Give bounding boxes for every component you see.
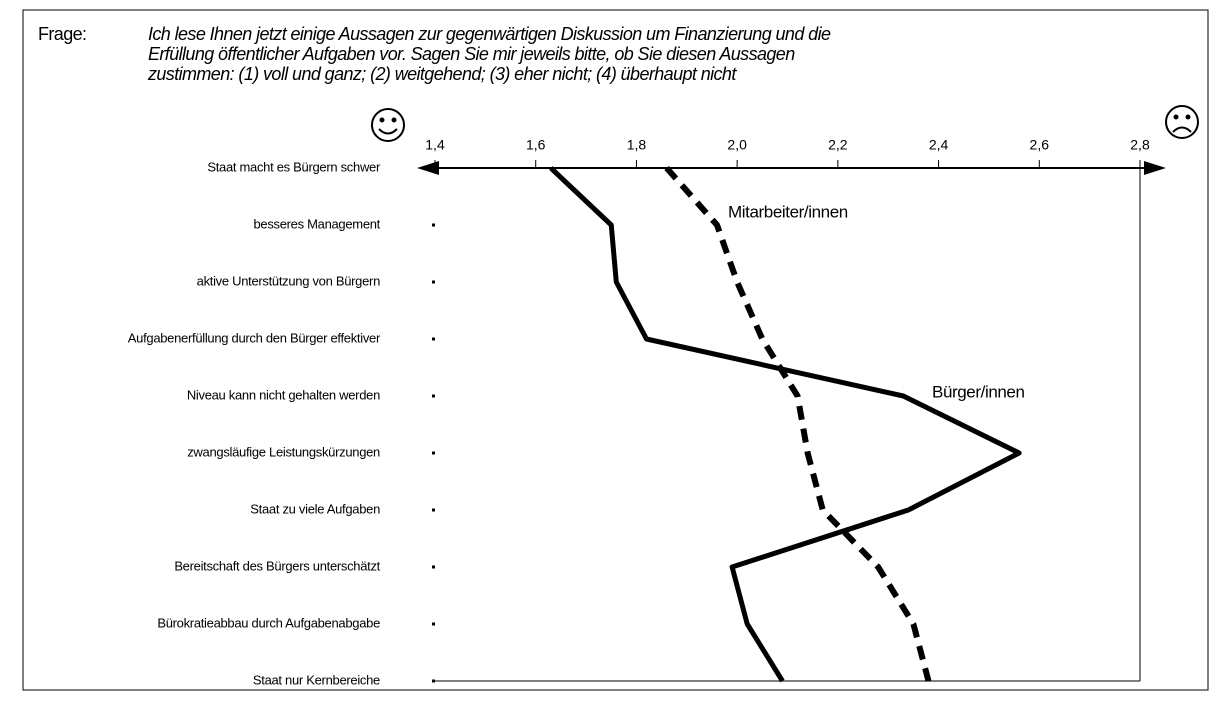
series-label: Bürger/innen xyxy=(932,382,1025,401)
question-line: Ich lese Ihnen jetzt einige Aussagen zur… xyxy=(148,24,831,44)
x-tick-label: 2,6 xyxy=(1030,137,1050,153)
series-line xyxy=(549,166,1022,683)
y-tick-label: besseres Management xyxy=(253,216,380,231)
y-tick-label: Bürokratieabbau durch Aufgabenabgabe xyxy=(157,615,380,630)
y-tick-label: Aufgabenerfüllung durch den Bürger effek… xyxy=(128,330,381,345)
x-tick-label: 1,6 xyxy=(526,137,546,153)
question-label: Frage: xyxy=(38,24,86,44)
series-line xyxy=(664,166,932,682)
y-tick-label: Niveau kann nicht gehalten werden xyxy=(187,387,380,402)
axis-arrow xyxy=(1144,161,1166,175)
smiley-sad xyxy=(1165,105,1199,139)
y-tick-label: zwangsläufige Leistungskürzungen xyxy=(187,444,380,459)
question-line: Erfüllung öffentlicher Aufgaben vor. Sag… xyxy=(148,44,795,64)
axis-arrow xyxy=(417,161,439,175)
y-tick-label: Bereitschaft des Bürgers unterschätzt xyxy=(174,558,380,573)
x-tick-label: 2,0 xyxy=(727,137,747,153)
x-tick-label: 1,8 xyxy=(627,137,647,153)
y-tick-label: Staat nur Kernbereiche xyxy=(253,672,380,687)
y-tick-label: aktive Unterstützung von Bürgern xyxy=(197,273,380,288)
question-line: zustimmen: (1) voll und ganz; (2) weitge… xyxy=(147,64,737,84)
frame xyxy=(22,9,1209,691)
x-tick-label: 2,8 xyxy=(1130,137,1150,153)
series-label: Mitarbeiter/innen xyxy=(728,202,848,221)
smiley-happy xyxy=(371,108,405,142)
y-tick-label: Staat macht es Bürgern schwer xyxy=(207,159,381,174)
y-tick-label: Staat zu viele Aufgaben xyxy=(250,501,380,516)
x-tick-label: 2,4 xyxy=(929,137,949,153)
x-tick-label: 1,4 xyxy=(425,137,445,153)
x-tick-label: 2,2 xyxy=(828,137,848,153)
